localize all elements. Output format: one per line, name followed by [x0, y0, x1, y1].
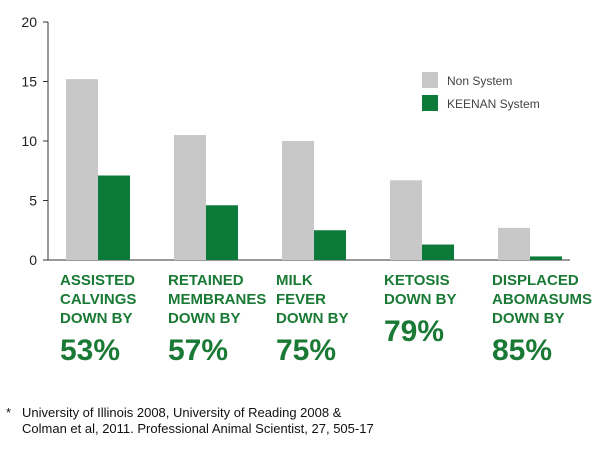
reduction-percent: 53%	[60, 334, 121, 367]
category-label: KETOSIS DOWN BY 79%	[384, 271, 494, 349]
category-label-line: MEMBRANES	[168, 291, 267, 308]
legend-label-non-system: Non System	[447, 74, 512, 88]
category-label: RETAINED MEMBRANES DOWN BY 57%	[168, 271, 278, 368]
bar-non-system	[282, 141, 314, 260]
legend: Non System KEENAN System	[422, 72, 540, 111]
reduction-percent: 79%	[384, 315, 445, 348]
legend-swatch-non-system	[422, 72, 438, 88]
y-tick-label: 0	[29, 252, 37, 268]
category-label-line: DOWN BY	[384, 291, 457, 308]
bar-non-system	[66, 79, 98, 261]
bar-keenan-system	[98, 175, 130, 260]
category-label-line: ABOMASUMS	[492, 291, 592, 308]
bar-keenan-system	[314, 230, 346, 260]
bar-non-system	[174, 135, 206, 260]
category-label: DISPLACED ABOMASUMS DOWN BY 85%	[492, 271, 602, 368]
category-label-line: DOWN BY	[276, 310, 349, 327]
category-label-line: DOWN BY	[168, 310, 241, 327]
footnote: * University of Illinois 2008, University…	[6, 405, 374, 437]
category-label-line: FEVER	[276, 291, 327, 308]
reduction-percent: 75%	[276, 334, 337, 367]
bar-keenan-system	[530, 256, 562, 260]
footnote-text-2: Colman et al, 2011. Professional Animal …	[22, 421, 374, 436]
category-label-line: CALVINGS	[60, 291, 137, 308]
footnote-marker: *	[6, 405, 12, 420]
category-label-line: DOWN BY	[60, 310, 133, 327]
y-tick-label: 10	[21, 133, 37, 149]
bar-keenan-system	[206, 205, 238, 260]
y-tick-label: 20	[21, 14, 37, 30]
category-label-line: DOWN BY	[492, 310, 565, 327]
bar-non-system	[498, 227, 530, 260]
bar-keenan-system	[422, 244, 454, 260]
reduction-percent: 85%	[492, 334, 553, 367]
category-label: MILK FEVER DOWN BY 75%	[276, 271, 386, 368]
legend-label-keenan-system: KEENAN System	[447, 97, 540, 111]
category-label: ASSISTED CALVINGS DOWN BY 53%	[60, 271, 170, 368]
reduction-percent: 57%	[168, 334, 229, 367]
footnote-line-1: * University of Illinois 2008, University…	[6, 405, 374, 421]
footnote-text-1: University of Illinois 2008, University …	[22, 405, 342, 420]
bar-non-system	[390, 180, 422, 260]
category-label-line: KETOSIS	[384, 272, 450, 289]
category-label-line: DISPLACED	[492, 272, 579, 289]
y-tick-label: 15	[21, 74, 37, 90]
legend-swatch-keenan-system	[422, 95, 438, 111]
category-label-line: MILK	[276, 272, 313, 289]
y-tick-label: 5	[29, 193, 37, 209]
category-label-line: RETAINED	[168, 272, 244, 289]
category-label-line: ASSISTED	[60, 272, 136, 289]
